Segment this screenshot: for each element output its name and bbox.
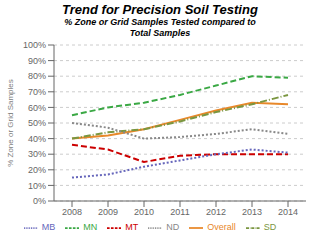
svg-text:2012: 2012 — [206, 207, 226, 217]
svg-text:60%: 60% — [28, 103, 46, 113]
svg-text:2010: 2010 — [134, 207, 154, 217]
svg-text:80%: 80% — [28, 71, 46, 81]
svg-text:90%: 90% — [28, 56, 46, 66]
svg-text:70%: 70% — [28, 87, 46, 97]
svg-text:50%: 50% — [28, 118, 46, 128]
html-text:Trend for Precision Soil Testi: Trend for Precision Soil Testing — [62, 2, 258, 17]
svg-text:2013: 2013 — [242, 207, 262, 217]
svg-text:2008: 2008 — [62, 207, 82, 217]
html-text:% Zone or Grid Samples Tested: % Zone or Grid Samples Tested compared t… — [64, 17, 256, 27]
html-text:Overall: Overall — [207, 222, 236, 233]
svg-text:30%: 30% — [28, 149, 46, 159]
svg-text:2014: 2014 — [278, 207, 298, 217]
svg-text:% Zone or Grid Samples: % Zone or Grid Samples — [8, 79, 15, 167]
svg-text:10%: 10% — [28, 181, 46, 191]
svg-text:40%: 40% — [28, 134, 46, 144]
html-text:ND: ND — [166, 222, 180, 233]
html-text:MB: MB — [41, 222, 56, 233]
svg-text:0%: 0% — [33, 196, 46, 206]
html-text:MN: MN — [83, 222, 98, 233]
html-text:SD: SD — [263, 222, 277, 233]
svg-text:2009: 2009 — [98, 207, 118, 217]
svg-text:2011: 2011 — [170, 207, 189, 217]
html-text:Total Samples: Total Samples — [129, 28, 191, 38]
svg-text:20%: 20% — [28, 165, 46, 175]
html-text:MT: MT — [125, 222, 139, 233]
svg-text:100%: 100% — [23, 40, 46, 50]
